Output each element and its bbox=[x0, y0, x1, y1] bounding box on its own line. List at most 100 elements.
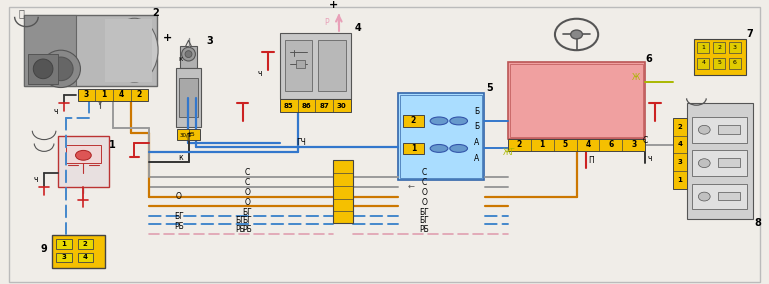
Bar bbox=[333, 160, 352, 223]
Text: С: С bbox=[245, 168, 250, 178]
Ellipse shape bbox=[698, 192, 710, 201]
Bar bbox=[697, 42, 709, 53]
Text: ←: ← bbox=[408, 181, 415, 190]
Text: ч: ч bbox=[54, 106, 58, 116]
Text: О: О bbox=[176, 192, 181, 201]
Text: 3: 3 bbox=[631, 141, 637, 149]
Text: 30: 30 bbox=[337, 103, 347, 109]
Text: +: + bbox=[329, 0, 338, 10]
Text: 4: 4 bbox=[83, 254, 88, 260]
Bar bbox=[718, 192, 740, 201]
Ellipse shape bbox=[42, 50, 81, 87]
Text: 1: 1 bbox=[701, 45, 705, 50]
Text: ⌒: ⌒ bbox=[18, 8, 25, 18]
Bar bbox=[508, 62, 645, 139]
Bar bbox=[697, 58, 709, 69]
Bar bbox=[713, 42, 725, 53]
Bar bbox=[176, 68, 201, 127]
Bar bbox=[694, 39, 745, 75]
Text: 1: 1 bbox=[677, 177, 682, 183]
Text: ч: ч bbox=[648, 154, 652, 163]
Text: 1: 1 bbox=[411, 144, 416, 153]
Text: 2: 2 bbox=[153, 8, 159, 18]
Bar bbox=[280, 32, 351, 99]
Text: 1: 1 bbox=[108, 141, 115, 151]
Bar bbox=[692, 117, 747, 143]
Text: О: О bbox=[421, 198, 428, 207]
Text: 3: 3 bbox=[207, 36, 214, 46]
Text: С: С bbox=[421, 178, 427, 187]
Text: БГ: БГ bbox=[236, 216, 245, 225]
Text: П: П bbox=[588, 156, 594, 165]
Bar bbox=[56, 239, 72, 248]
Bar bbox=[180, 46, 198, 68]
Ellipse shape bbox=[185, 51, 192, 58]
Bar bbox=[398, 93, 484, 180]
Ellipse shape bbox=[430, 145, 448, 152]
Text: 85: 85 bbox=[284, 103, 294, 109]
Ellipse shape bbox=[698, 159, 710, 168]
Text: С: С bbox=[643, 136, 648, 145]
Text: 6: 6 bbox=[608, 141, 614, 149]
Text: 15: 15 bbox=[188, 132, 195, 137]
Text: Ж: Ж bbox=[631, 73, 640, 82]
Text: Б: Б bbox=[474, 122, 479, 131]
Bar bbox=[52, 235, 105, 268]
Text: 4: 4 bbox=[355, 23, 362, 33]
Text: 4: 4 bbox=[677, 141, 682, 147]
Ellipse shape bbox=[75, 151, 92, 160]
Text: 2: 2 bbox=[517, 141, 522, 149]
Text: 2: 2 bbox=[83, 241, 88, 247]
Ellipse shape bbox=[33, 59, 53, 79]
Text: А: А bbox=[474, 154, 479, 163]
Text: 6: 6 bbox=[733, 60, 737, 65]
Text: БГ: БГ bbox=[242, 208, 252, 217]
Text: РБ: РБ bbox=[242, 225, 252, 235]
Text: к: к bbox=[178, 56, 183, 62]
Bar bbox=[400, 95, 482, 178]
Text: О: О bbox=[245, 188, 251, 197]
Text: С: С bbox=[245, 178, 250, 187]
Ellipse shape bbox=[450, 145, 468, 152]
Bar bbox=[295, 60, 305, 68]
Text: 2: 2 bbox=[717, 45, 721, 50]
Bar bbox=[692, 184, 747, 209]
Text: 3: 3 bbox=[677, 159, 682, 165]
Text: 8: 8 bbox=[754, 218, 761, 228]
Text: 1: 1 bbox=[62, 241, 66, 247]
Ellipse shape bbox=[450, 117, 468, 125]
Text: 4: 4 bbox=[701, 60, 705, 65]
Text: 2: 2 bbox=[137, 90, 142, 99]
Bar bbox=[713, 58, 725, 69]
Text: 5: 5 bbox=[487, 83, 494, 93]
Text: А: А bbox=[474, 138, 479, 147]
Text: БГ: БГ bbox=[174, 212, 184, 221]
Bar bbox=[687, 103, 754, 219]
Text: ЖГ: ЖГ bbox=[502, 148, 515, 157]
Text: 5: 5 bbox=[563, 141, 568, 149]
Bar bbox=[25, 15, 75, 85]
Text: ч: ч bbox=[258, 69, 262, 78]
Text: ГЧ: ГЧ bbox=[297, 138, 306, 147]
Text: 9: 9 bbox=[41, 244, 48, 254]
Bar bbox=[285, 40, 312, 91]
Text: 86: 86 bbox=[301, 103, 311, 109]
Bar bbox=[692, 151, 747, 176]
Text: 2: 2 bbox=[677, 124, 682, 130]
Text: БГ: БГ bbox=[419, 216, 429, 225]
Bar bbox=[28, 54, 58, 83]
Text: 6: 6 bbox=[645, 54, 651, 64]
Bar bbox=[56, 252, 72, 262]
Bar bbox=[105, 19, 152, 82]
Text: БГ: БГ bbox=[419, 208, 429, 217]
Text: О: О bbox=[421, 188, 428, 197]
Text: Р: Р bbox=[325, 18, 329, 27]
Bar bbox=[718, 125, 740, 134]
Ellipse shape bbox=[48, 57, 73, 81]
Bar bbox=[318, 40, 346, 91]
Text: РБ: РБ bbox=[419, 225, 429, 235]
Bar bbox=[78, 239, 93, 248]
Ellipse shape bbox=[698, 125, 710, 134]
Text: 2: 2 bbox=[411, 116, 416, 126]
Text: 3: 3 bbox=[62, 254, 66, 260]
